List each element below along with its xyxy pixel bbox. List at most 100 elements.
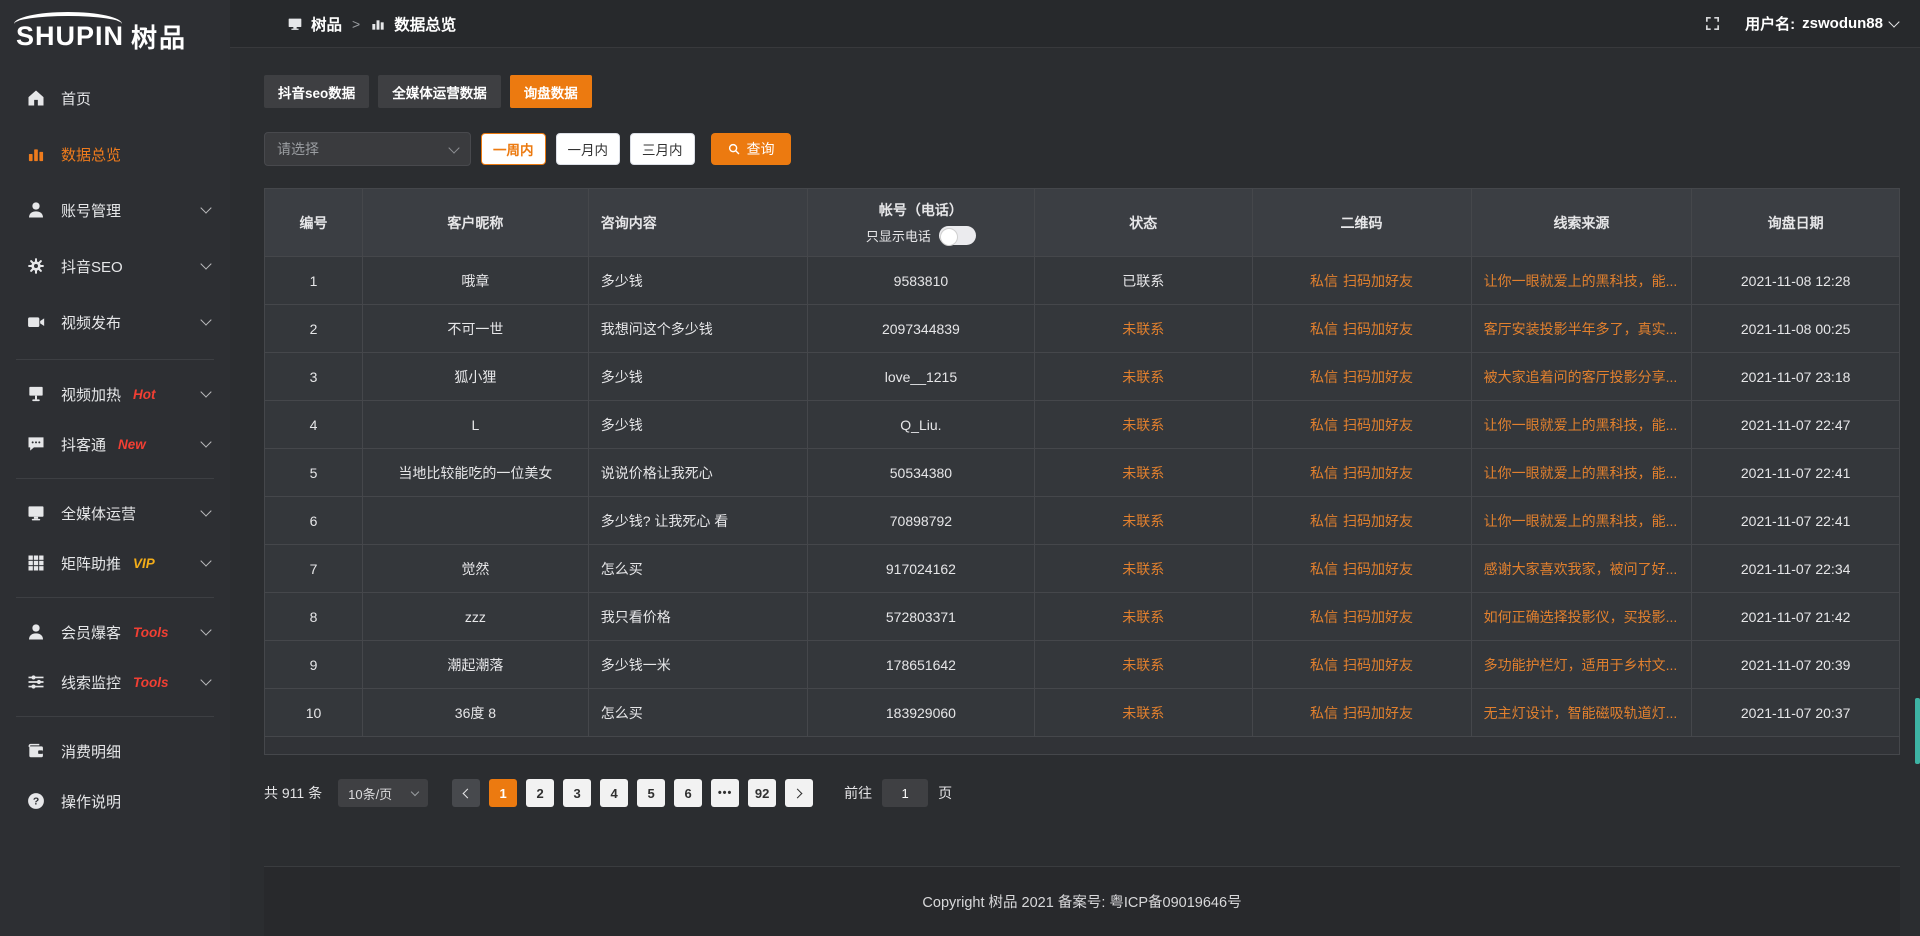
page-button-1[interactable]: 1: [489, 779, 518, 807]
period-one-month-button[interactable]: 一月内: [555, 133, 620, 165]
cell-lead-source[interactable]: 让你一眼就爱上的黑科技，能...: [1470, 448, 1693, 497]
scan-add-friend-link[interactable]: 扫码加好友: [1343, 464, 1414, 481]
scan-add-friend-link[interactable]: 扫码加好友: [1343, 656, 1414, 673]
cell-account: 572803371: [806, 592, 1036, 641]
sidebar-nav: 首页 数据总览 账号管理 抖音SEO 视频发布: [0, 70, 230, 826]
chevron-down-icon: [200, 386, 212, 398]
sidebar-item-consumption-detail[interactable]: 消费明细: [0, 726, 230, 776]
sidebar-item-douyin-seo[interactable]: 抖音SEO: [0, 238, 230, 294]
private-message-link[interactable]: 私信: [1310, 320, 1339, 337]
sidebar-item-video-publish[interactable]: 视频发布: [0, 294, 230, 350]
page-button-3[interactable]: 3: [563, 779, 592, 807]
sidebar-item-instructions[interactable]: ? 操作说明: [0, 776, 230, 826]
cell-content: 多少钱: [587, 256, 808, 305]
cell-qrcode: 私信 扫码加好友: [1251, 592, 1472, 641]
private-message-link[interactable]: 私信: [1310, 512, 1339, 529]
sidebar-item-home[interactable]: 首页: [0, 70, 230, 126]
cell-lead-source[interactable]: 让你一眼就爱上的黑科技，能...: [1470, 256, 1693, 305]
sidebar-item-data-overview[interactable]: 数据总览: [0, 126, 230, 182]
table-row: 1 哦章 多少钱 9583810 已联系 私信 扫码加好友 让你一眼就爱上的黑科技…: [263, 256, 1900, 305]
private-message-link[interactable]: 私信: [1310, 416, 1339, 433]
user-menu[interactable]: 用户名: zswodun88: [1745, 13, 1900, 34]
cell-lead-source[interactable]: 被大家追着问的客厅投影分享...: [1470, 352, 1693, 401]
page-button-5[interactable]: 5: [637, 779, 666, 807]
period-three-month-button[interactable]: 三月内: [630, 133, 695, 165]
cell-lead-source[interactable]: 多功能护栏灯，适用于乡村文...: [1470, 640, 1693, 689]
table-row: 5 当地比较能吃的一位美女 说说价格让我死心 50534380 未联系 私信 扫码…: [263, 448, 1900, 497]
sidebar-item-label: 抖音SEO: [61, 258, 123, 276]
page-button-92[interactable]: 92: [748, 779, 777, 807]
page-button-4[interactable]: 4: [600, 779, 629, 807]
table-row: 6 多少钱? 让我死心 看 70898792 未联系 私信 扫码加好友 让你一眼就…: [263, 496, 1900, 545]
goto-page-input[interactable]: [882, 779, 929, 807]
scan-add-friend-link[interactable]: 扫码加好友: [1343, 368, 1414, 385]
period-one-week-button[interactable]: 一周内: [481, 133, 546, 165]
chevron-down-icon: [448, 141, 460, 154]
cell-lead-source[interactable]: 客厅安装投影半年多了，真实...: [1470, 304, 1693, 353]
phone-only-toggle[interactable]: [938, 226, 976, 246]
cell-status: 未联系: [1034, 544, 1253, 593]
sidebar-item-account-management[interactable]: 账号管理: [0, 182, 230, 238]
column-header-content: 咨询内容: [587, 188, 808, 257]
sidebar-item-lead-monitor[interactable]: 线索监控 Tools: [0, 657, 230, 707]
cell-content: 我想问这个多少钱: [587, 304, 808, 353]
gear-icon: [26, 256, 46, 276]
sidebar-item-omni-media[interactable]: 全媒体运营: [0, 488, 230, 538]
cell-qrcode: 私信 扫码加好友: [1251, 688, 1472, 737]
cell-lead-source[interactable]: 如何正确选择投影仪，买投影...: [1470, 592, 1693, 641]
tab-inquiry-data[interactable]: 询盘数据: [509, 75, 592, 108]
tab-douyin-seo-data[interactable]: 抖音seo数据: [264, 75, 370, 108]
private-message-link[interactable]: 私信: [1310, 560, 1339, 577]
more-pages-button[interactable]: •••: [711, 779, 740, 807]
tab-omni-media-data[interactable]: 全媒体运营数据: [378, 75, 501, 108]
cell-content: 说说价格让我死心: [587, 448, 808, 497]
copyright-text: Copyright 树品 2021 备案号: 粤ICP备09019646号: [922, 895, 1242, 911]
page-button-6[interactable]: 6: [674, 779, 703, 807]
breadcrumb-item[interactable]: 树品: [311, 16, 343, 34]
goto-label: 前往: [844, 785, 873, 801]
private-message-link[interactable]: 私信: [1310, 272, 1339, 289]
next-page-button[interactable]: [785, 779, 814, 807]
private-message-link[interactable]: 私信: [1310, 464, 1339, 481]
private-message-link[interactable]: 私信: [1310, 608, 1339, 625]
page-size-select[interactable]: 10条/页: [338, 779, 429, 807]
sidebar-item-matrix-boost[interactable]: 矩阵助推 VIP: [0, 538, 230, 588]
private-message-link[interactable]: 私信: [1310, 704, 1339, 721]
scan-add-friend-link[interactable]: 扫码加好友: [1343, 608, 1414, 625]
cell-account: 9583810: [806, 256, 1036, 305]
scrollbar-thumb[interactable]: [1915, 698, 1920, 764]
goto-suffix-label: 页: [938, 785, 953, 801]
cell-status: 已联系: [1034, 256, 1253, 305]
scan-add-friend-link[interactable]: 扫码加好友: [1343, 320, 1414, 337]
cell-lead-source[interactable]: 无主灯设计，智能磁吸轨道灯...: [1470, 688, 1693, 737]
page-button-2[interactable]: 2: [526, 779, 555, 807]
cell-qrcode: 私信 扫码加好友: [1251, 352, 1472, 401]
cell-qrcode: 私信 扫码加好友: [1251, 640, 1472, 689]
table-header-row: 编号 客户昵称 咨询内容 帐号（电话） 只显示电话 状态: [263, 188, 1900, 257]
table-row: 2 不可一世 我想问这个多少钱 2097344839 未联系 私信 扫码加好友 客…: [263, 304, 1900, 353]
cell-inquiry-date: 2021-11-07 20:39: [1691, 640, 1900, 689]
cell-qrcode: 私信 扫码加好友: [1251, 496, 1472, 545]
scan-add-friend-link[interactable]: 扫码加好友: [1343, 272, 1414, 289]
cell-lead-source[interactable]: 让你一眼就爱上的黑科技，能...: [1470, 400, 1693, 449]
phone-only-toggle-label: 只显示电话: [865, 229, 931, 244]
filter-select[interactable]: 请选择: [264, 132, 471, 166]
scan-add-friend-link[interactable]: 扫码加好友: [1343, 416, 1414, 433]
scan-add-friend-link[interactable]: 扫码加好友: [1343, 704, 1414, 721]
table-row: 8 zzz 我只看价格 572803371 未联系 私信 扫码加好友 如何正确选择…: [263, 592, 1900, 641]
sidebar-item-member-tools[interactable]: 会员爆客 Tools: [0, 607, 230, 657]
scan-add-friend-link[interactable]: 扫码加好友: [1343, 560, 1414, 577]
scan-add-friend-link[interactable]: 扫码加好友: [1343, 512, 1414, 529]
sidebar-item-doukethong[interactable]: 抖客通 New: [0, 419, 230, 469]
fullscreen-icon[interactable]: [1704, 15, 1721, 32]
cell-lead-source[interactable]: 感谢大家喜欢我家，被问了好...: [1470, 544, 1693, 593]
cell-account: Q_Liu.: [806, 400, 1036, 449]
prev-page-button[interactable]: [452, 779, 481, 807]
search-button[interactable]: 查询: [710, 133, 791, 165]
breadcrumb-item-current: 数据总览: [394, 16, 457, 34]
cell-lead-source[interactable]: 让你一眼就爱上的黑科技，能...: [1470, 496, 1693, 545]
sidebar-item-label: 视频加热: [61, 386, 122, 404]
sidebar-item-video-heating[interactable]: 视频加热 Hot: [0, 369, 230, 419]
private-message-link[interactable]: 私信: [1310, 368, 1339, 385]
private-message-link[interactable]: 私信: [1310, 656, 1339, 673]
